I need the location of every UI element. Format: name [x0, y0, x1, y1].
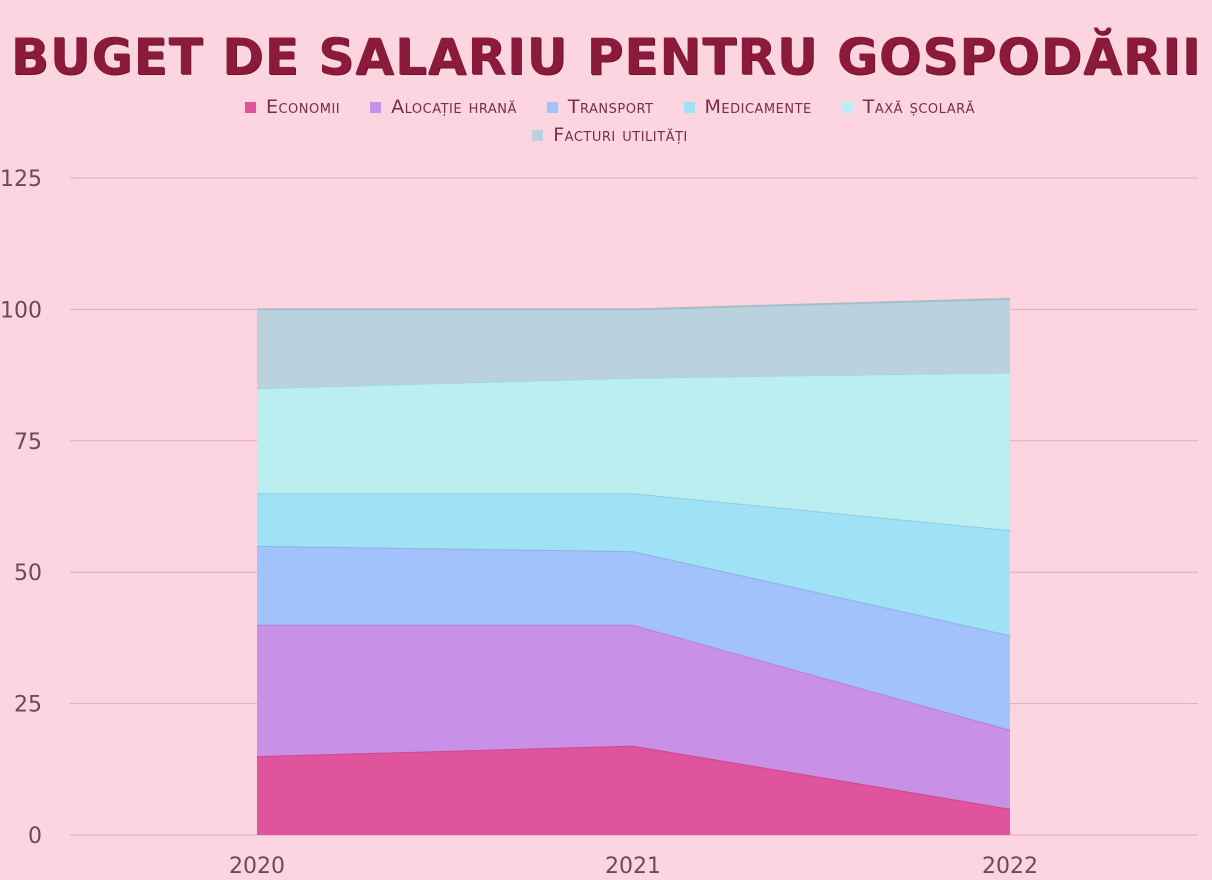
area-edge	[257, 297, 1011, 311]
y-tick-label: 50	[14, 561, 42, 586]
legend-label: Transport	[567, 96, 654, 118]
legend-item-taxa-scolara[interactable]: Taxă școlară	[841, 96, 976, 118]
legend-label: Alocație hrană	[391, 96, 517, 118]
area-series-tax-colar-	[257, 372, 1010, 531]
legend-swatch	[370, 101, 382, 113]
legend-item-transport[interactable]: Transport	[546, 96, 654, 118]
area-series-facturi-utilit-i	[257, 298, 1010, 389]
chart-legend: Economii Alocație hrană Transport Medica…	[60, 96, 1160, 146]
y-tick-label: 125	[0, 167, 42, 192]
area-series-medicamente	[257, 493, 1010, 636]
chart-title: BUGET DE SALARIU PENTRU GOSPODĂRII	[10, 28, 1202, 86]
legend-item-facturi-utilitati[interactable]: Facturi utilități	[532, 124, 688, 146]
x-tick-label: 2021	[605, 854, 661, 879]
legend-item-alocatie-hrana[interactable]: Alocație hrană	[370, 96, 517, 118]
y-tick-label: 0	[28, 824, 42, 849]
x-tick-label: 2022	[982, 854, 1038, 879]
legend-label: Taxă școlară	[862, 96, 976, 118]
x-tick-label: 2020	[229, 854, 285, 879]
legend-swatch	[532, 129, 544, 141]
y-tick-label: 25	[14, 693, 42, 718]
y-tick-label: 100	[0, 298, 42, 323]
area-series-aloca-ie-hran-	[257, 624, 1010, 809]
legend-label: Facturi utilități	[553, 124, 688, 146]
y-tick-label: 75	[14, 430, 42, 455]
legend-label: Economii	[265, 96, 341, 118]
legend-swatch	[244, 101, 256, 113]
legend-swatch	[546, 101, 558, 113]
legend-item-economii[interactable]: Economii	[244, 96, 341, 118]
legend-swatch	[841, 101, 853, 113]
legend-swatch	[683, 101, 695, 113]
legend-item-medicamente[interactable]: Medicamente	[683, 96, 812, 118]
area-series-transport	[257, 545, 1010, 730]
legend-label: Medicamente	[704, 96, 812, 118]
area-series-economii	[257, 745, 1010, 835]
